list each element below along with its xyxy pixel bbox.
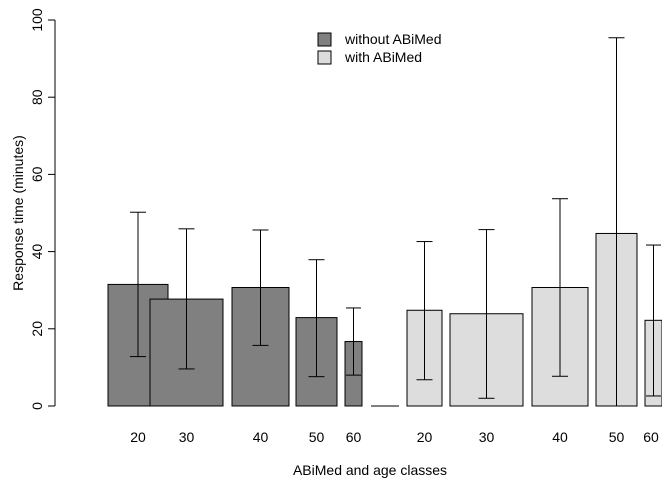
legend-label-without-abimed: without ABiMed xyxy=(344,31,442,47)
x-tick-labels: 20 30 40 50 60 20 30 40 50 60 xyxy=(130,429,659,445)
x-tick-label: 30 xyxy=(479,429,495,445)
x-tick-label: 20 xyxy=(130,429,146,445)
y-tick-label: 40 xyxy=(29,244,45,260)
x-tick-label: 40 xyxy=(552,429,568,445)
x-tick-label: 40 xyxy=(253,429,269,445)
legend-swatch-without-abimed xyxy=(317,32,332,47)
y-tick-label: 80 xyxy=(29,89,45,105)
y-tick-label: 0 xyxy=(29,402,45,410)
y-tick-label: 60 xyxy=(29,166,45,182)
bars xyxy=(107,232,662,407)
x-axis-title: ABiMed and age classes xyxy=(293,462,447,478)
legend: without ABiMed with ABiMed xyxy=(317,31,442,65)
x-tick-label: 60 xyxy=(643,429,659,445)
x-tick-label: 50 xyxy=(309,429,325,445)
x-tick-label: 50 xyxy=(609,429,625,445)
error-bars xyxy=(130,37,661,407)
y-tick-label: 100 xyxy=(29,8,45,32)
y-tick-label: 20 xyxy=(29,321,45,337)
x-tick-label: 30 xyxy=(179,429,195,445)
y-axis-title: Response time (minutes) xyxy=(10,135,26,291)
y-axis: 0 20 40 60 80 100 xyxy=(29,8,56,410)
x-tick-label: 20 xyxy=(417,429,433,445)
legend-label-with-abimed: with ABiMed xyxy=(344,49,422,65)
x-tick-label: 60 xyxy=(346,429,362,445)
legend-swatch-with-abimed xyxy=(317,50,332,65)
